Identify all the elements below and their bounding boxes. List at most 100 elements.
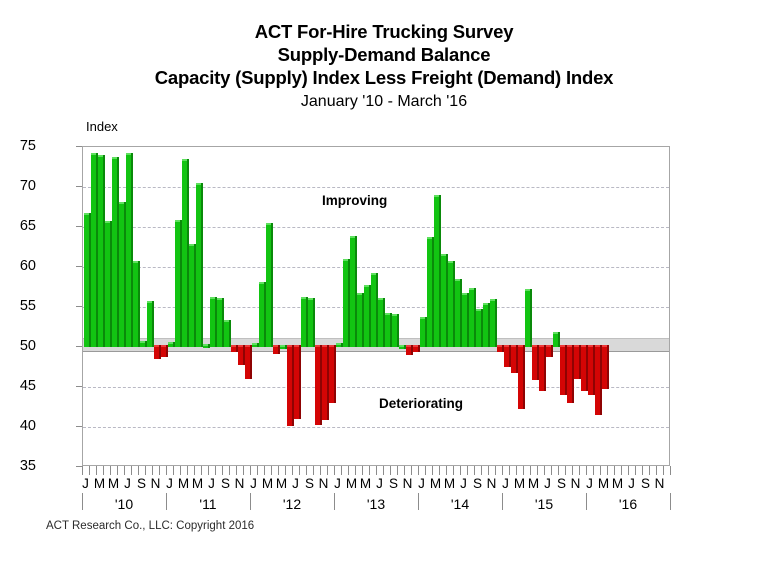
x-axis-tick <box>593 466 594 475</box>
bar-face <box>301 299 306 347</box>
bar <box>413 345 420 352</box>
bar-face <box>196 185 201 347</box>
bar <box>511 345 518 373</box>
bar-face <box>105 223 110 347</box>
x-axis-tick <box>313 466 314 475</box>
y-axis-tick-mark <box>76 466 83 467</box>
bar-face <box>406 347 411 355</box>
x-axis-year-label: '11 <box>199 496 217 512</box>
x-axis-month-label: S <box>304 476 314 491</box>
bar-top <box>154 345 159 347</box>
x-axis-tick <box>551 466 552 475</box>
bar-side <box>459 278 462 347</box>
bar <box>336 343 343 347</box>
x-axis-month-label: S <box>388 476 398 491</box>
bar-face <box>287 347 292 427</box>
bar-face <box>294 347 299 419</box>
bar-face <box>210 299 215 347</box>
x-axis-month-label: M <box>611 476 624 491</box>
bar-face <box>511 347 516 373</box>
bar <box>280 345 287 349</box>
x-axis-month-label: N <box>150 476 161 491</box>
bar-face <box>357 295 362 347</box>
bar-face <box>245 347 250 379</box>
bar-face <box>497 347 502 352</box>
bar-top <box>525 289 530 291</box>
bar-face <box>518 347 523 410</box>
x-axis-tick <box>208 466 209 475</box>
x-axis-month-label: M <box>527 476 540 491</box>
bar-top <box>224 320 229 323</box>
bar-top <box>448 261 453 263</box>
bar-side <box>298 345 301 419</box>
y-axis-tick-label: 60 <box>19 258 36 274</box>
bar-top <box>175 220 180 223</box>
bar-face <box>203 346 208 348</box>
x-axis-tick <box>89 466 90 475</box>
x-axis-month-label: S <box>640 476 650 491</box>
gridline <box>83 427 669 428</box>
bar-top <box>588 345 593 347</box>
bar-top <box>595 345 600 347</box>
y-axis-tick-mark <box>76 306 83 307</box>
x-axis-tick <box>474 466 475 475</box>
bar-face <box>322 347 327 420</box>
x-axis-tick <box>635 466 636 475</box>
x-axis-month-label: S <box>472 476 482 491</box>
bar <box>238 345 245 365</box>
bar-side <box>431 237 434 347</box>
bar-face <box>469 290 474 347</box>
bar-face <box>154 347 159 359</box>
bar-side <box>473 288 476 347</box>
annotation-deteriorating: Deteriorating <box>379 396 464 411</box>
bar-top <box>427 237 432 239</box>
x-axis-tick <box>166 466 167 475</box>
bar <box>105 221 112 347</box>
bar-side <box>284 345 287 349</box>
y-axis-tick-mark <box>76 426 83 427</box>
bar <box>371 273 378 347</box>
bar-top <box>483 302 488 305</box>
title-line-3: Capacity (Supply) Index Less Freight (De… <box>154 67 614 88</box>
x-axis-month-label: J <box>586 476 593 491</box>
x-axis-tick <box>131 466 132 475</box>
bar-side <box>158 345 161 359</box>
bar <box>588 345 595 395</box>
bar <box>126 153 133 347</box>
x-axis-tick <box>229 466 230 475</box>
x-axis-month-label: M <box>107 476 120 491</box>
x-axis-tick <box>439 466 440 475</box>
bar <box>98 154 105 347</box>
x-axis-tick <box>383 466 384 475</box>
bar-face <box>385 315 390 347</box>
bar-top <box>315 345 320 347</box>
bar <box>518 345 525 410</box>
bar-top <box>273 345 278 347</box>
bar-top <box>602 345 607 347</box>
bar-side <box>109 221 112 347</box>
bar <box>476 309 483 347</box>
x-axis-year-separator <box>250 493 251 510</box>
bar-face <box>217 299 222 347</box>
bar-side <box>522 345 525 410</box>
bar-side <box>333 345 336 403</box>
x-axis-tick <box>397 466 398 475</box>
bar-side <box>536 345 539 380</box>
bar-side <box>249 345 252 379</box>
x-axis-tick <box>502 466 503 475</box>
bar-face <box>399 347 404 349</box>
x-axis-tick <box>523 466 524 475</box>
chart-subtitle: January '10 - March '16 <box>300 93 468 110</box>
bar-top <box>357 293 362 295</box>
x-axis-tick <box>649 466 650 475</box>
bar-face <box>280 347 285 349</box>
bar-top <box>98 154 103 157</box>
bar-side <box>102 154 105 347</box>
bar-face <box>189 246 194 347</box>
x-axis-year-separator <box>586 493 587 510</box>
x-axis-tick <box>362 466 363 475</box>
bar-side <box>424 317 427 347</box>
x-axis-tick <box>264 466 265 475</box>
x-axis-tick <box>201 466 202 475</box>
bar-side <box>340 343 343 347</box>
